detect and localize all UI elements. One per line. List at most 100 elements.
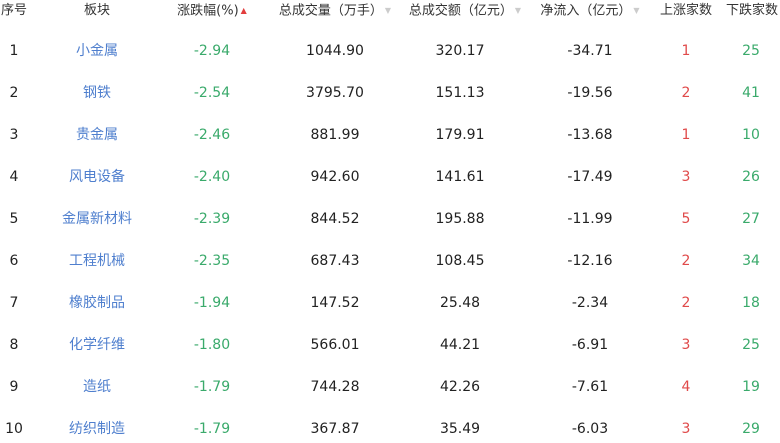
amount: 151.13: [435, 85, 485, 101]
net-inflow: -11.99: [567, 211, 613, 227]
net-inflow: -34.71: [567, 43, 613, 59]
volume: 942.60: [310, 169, 360, 185]
change-pct: -2.39: [193, 211, 231, 227]
amount: 42.26: [439, 379, 481, 395]
row-index: 2: [9, 85, 19, 101]
change-pct: -2.40: [193, 169, 231, 185]
net-inflow: -7.61: [571, 379, 609, 395]
down-count: 18: [742, 295, 760, 311]
header-net-inflow[interactable]: 净流入（亿元） ▼: [540, 0, 639, 23]
change-pct: -2.46: [193, 127, 231, 143]
up-count: 3: [681, 421, 691, 437]
sector-link[interactable]: 风电设备: [69, 169, 125, 185]
net-inflow: -19.56: [567, 85, 613, 101]
change-pct: -1.79: [193, 379, 231, 395]
net-inflow: -6.91: [571, 337, 609, 353]
amount: 44.21: [439, 337, 481, 353]
sort-asc-icon[interactable]: ▲: [240, 6, 247, 15]
header-sector: 板块: [83, 3, 111, 18]
amount: 141.61: [435, 169, 485, 185]
header-down-count: 下跌家数: [725, 3, 779, 18]
down-count: 26: [742, 169, 760, 185]
amount: 108.45: [435, 253, 485, 269]
up-count: 1: [681, 127, 691, 143]
net-inflow: -17.49: [567, 169, 613, 185]
row-index: 6: [9, 253, 19, 269]
row-index: 5: [9, 211, 19, 227]
table-row[interactable]: 2 钢铁 -2.54 3795.70 151.13 -19.56 2 41: [0, 82, 780, 104]
amount: 25.48: [439, 295, 481, 311]
row-index: 1: [9, 43, 19, 59]
table-header: 序号 板块 涨跌幅(%) ▲ 总成交量（万手） ▼ 总成交额（亿元） ▼ 净流入（亿元…: [0, 0, 780, 22]
sort-icon[interactable]: ▼: [633, 6, 640, 15]
down-count: 19: [742, 379, 760, 395]
volume: 744.28: [310, 379, 360, 395]
change-pct: -1.80: [193, 337, 231, 353]
down-count: 27: [742, 211, 760, 227]
header-change-pct[interactable]: 涨跌幅(%) ▲: [177, 0, 247, 23]
net-inflow: -6.03: [571, 421, 609, 437]
up-count: 1: [681, 43, 691, 59]
table-row[interactable]: 9 造纸 -1.79 744.28 42.26 -7.61 4 19: [0, 376, 780, 398]
volume: 687.43: [310, 253, 360, 269]
row-index: 4: [9, 169, 19, 185]
row-index: 7: [9, 295, 19, 311]
change-pct: -2.35: [193, 253, 231, 269]
sector-link[interactable]: 化学纤维: [69, 337, 125, 353]
net-inflow: -12.16: [567, 253, 613, 269]
up-count: 3: [681, 169, 691, 185]
sector-link[interactable]: 金属新材料: [62, 211, 132, 227]
sector-link[interactable]: 造纸: [83, 379, 111, 395]
header-amount[interactable]: 总成交额（亿元） ▼: [409, 0, 521, 23]
volume: 367.87: [310, 421, 360, 437]
up-count: 4: [681, 379, 691, 395]
row-index: 8: [9, 337, 19, 353]
down-count: 41: [742, 85, 760, 101]
row-index: 9: [9, 379, 19, 395]
up-count: 5: [681, 211, 691, 227]
volume: 3795.70: [306, 85, 364, 101]
volume: 147.52: [310, 295, 360, 311]
amount: 35.49: [439, 421, 481, 437]
change-pct: -1.79: [193, 421, 231, 437]
sort-icon[interactable]: ▼: [384, 6, 392, 15]
sector-link[interactable]: 小金属: [76, 43, 118, 59]
up-count: 2: [681, 85, 691, 101]
table-row[interactable]: 10 纺织制造 -1.79 367.87 35.49 -6.03 3 29: [0, 418, 780, 440]
row-index: 3: [9, 127, 19, 143]
volume: 881.99: [310, 127, 360, 143]
volume: 844.52: [310, 211, 360, 227]
sector-link[interactable]: 工程机械: [69, 253, 125, 269]
table-row[interactable]: 6 工程机械 -2.35 687.43 108.45 -12.16 2 34: [0, 250, 780, 272]
sector-link[interactable]: 贵金属: [76, 127, 118, 143]
change-pct: -2.94: [193, 43, 231, 59]
net-inflow: -13.68: [567, 127, 613, 143]
down-count: 29: [742, 421, 760, 437]
sector-link[interactable]: 钢铁: [83, 85, 111, 101]
table-row[interactable]: 5 金属新材料 -2.39 844.52 195.88 -11.99 5 27: [0, 208, 780, 230]
down-count: 10: [742, 127, 760, 143]
amount: 320.17: [435, 43, 485, 59]
down-count: 25: [742, 43, 760, 59]
amount: 195.88: [435, 211, 485, 227]
sector-link[interactable]: 纺织制造: [69, 421, 125, 437]
down-count: 34: [742, 253, 760, 269]
table-row[interactable]: 1 小金属 -2.94 1044.90 320.17 -34.71 1 25: [0, 40, 780, 62]
table-row[interactable]: 3 贵金属 -2.46 881.99 179.91 -13.68 1 10: [0, 124, 780, 146]
header-volume[interactable]: 总成交量（万手） ▼: [279, 0, 391, 23]
sort-icon[interactable]: ▼: [514, 6, 522, 15]
up-count: 3: [681, 337, 691, 353]
change-pct: -2.54: [193, 85, 231, 101]
up-count: 2: [681, 295, 691, 311]
table-row[interactable]: 7 橡胶制品 -1.94 147.52 25.48 -2.34 2 18: [0, 292, 780, 314]
volume: 566.01: [310, 337, 360, 353]
table-row[interactable]: 4 风电设备 -2.40 942.60 141.61 -17.49 3 26: [0, 166, 780, 188]
header-index: 序号: [0, 3, 28, 18]
sector-link[interactable]: 橡胶制品: [69, 295, 125, 311]
change-pct: -1.94: [193, 295, 231, 311]
up-count: 2: [681, 253, 691, 269]
net-inflow: -2.34: [571, 295, 609, 311]
table-row[interactable]: 8 化学纤维 -1.80 566.01 44.21 -6.91 3 25: [0, 334, 780, 356]
volume: 1044.90: [306, 43, 364, 59]
down-count: 25: [742, 337, 760, 353]
